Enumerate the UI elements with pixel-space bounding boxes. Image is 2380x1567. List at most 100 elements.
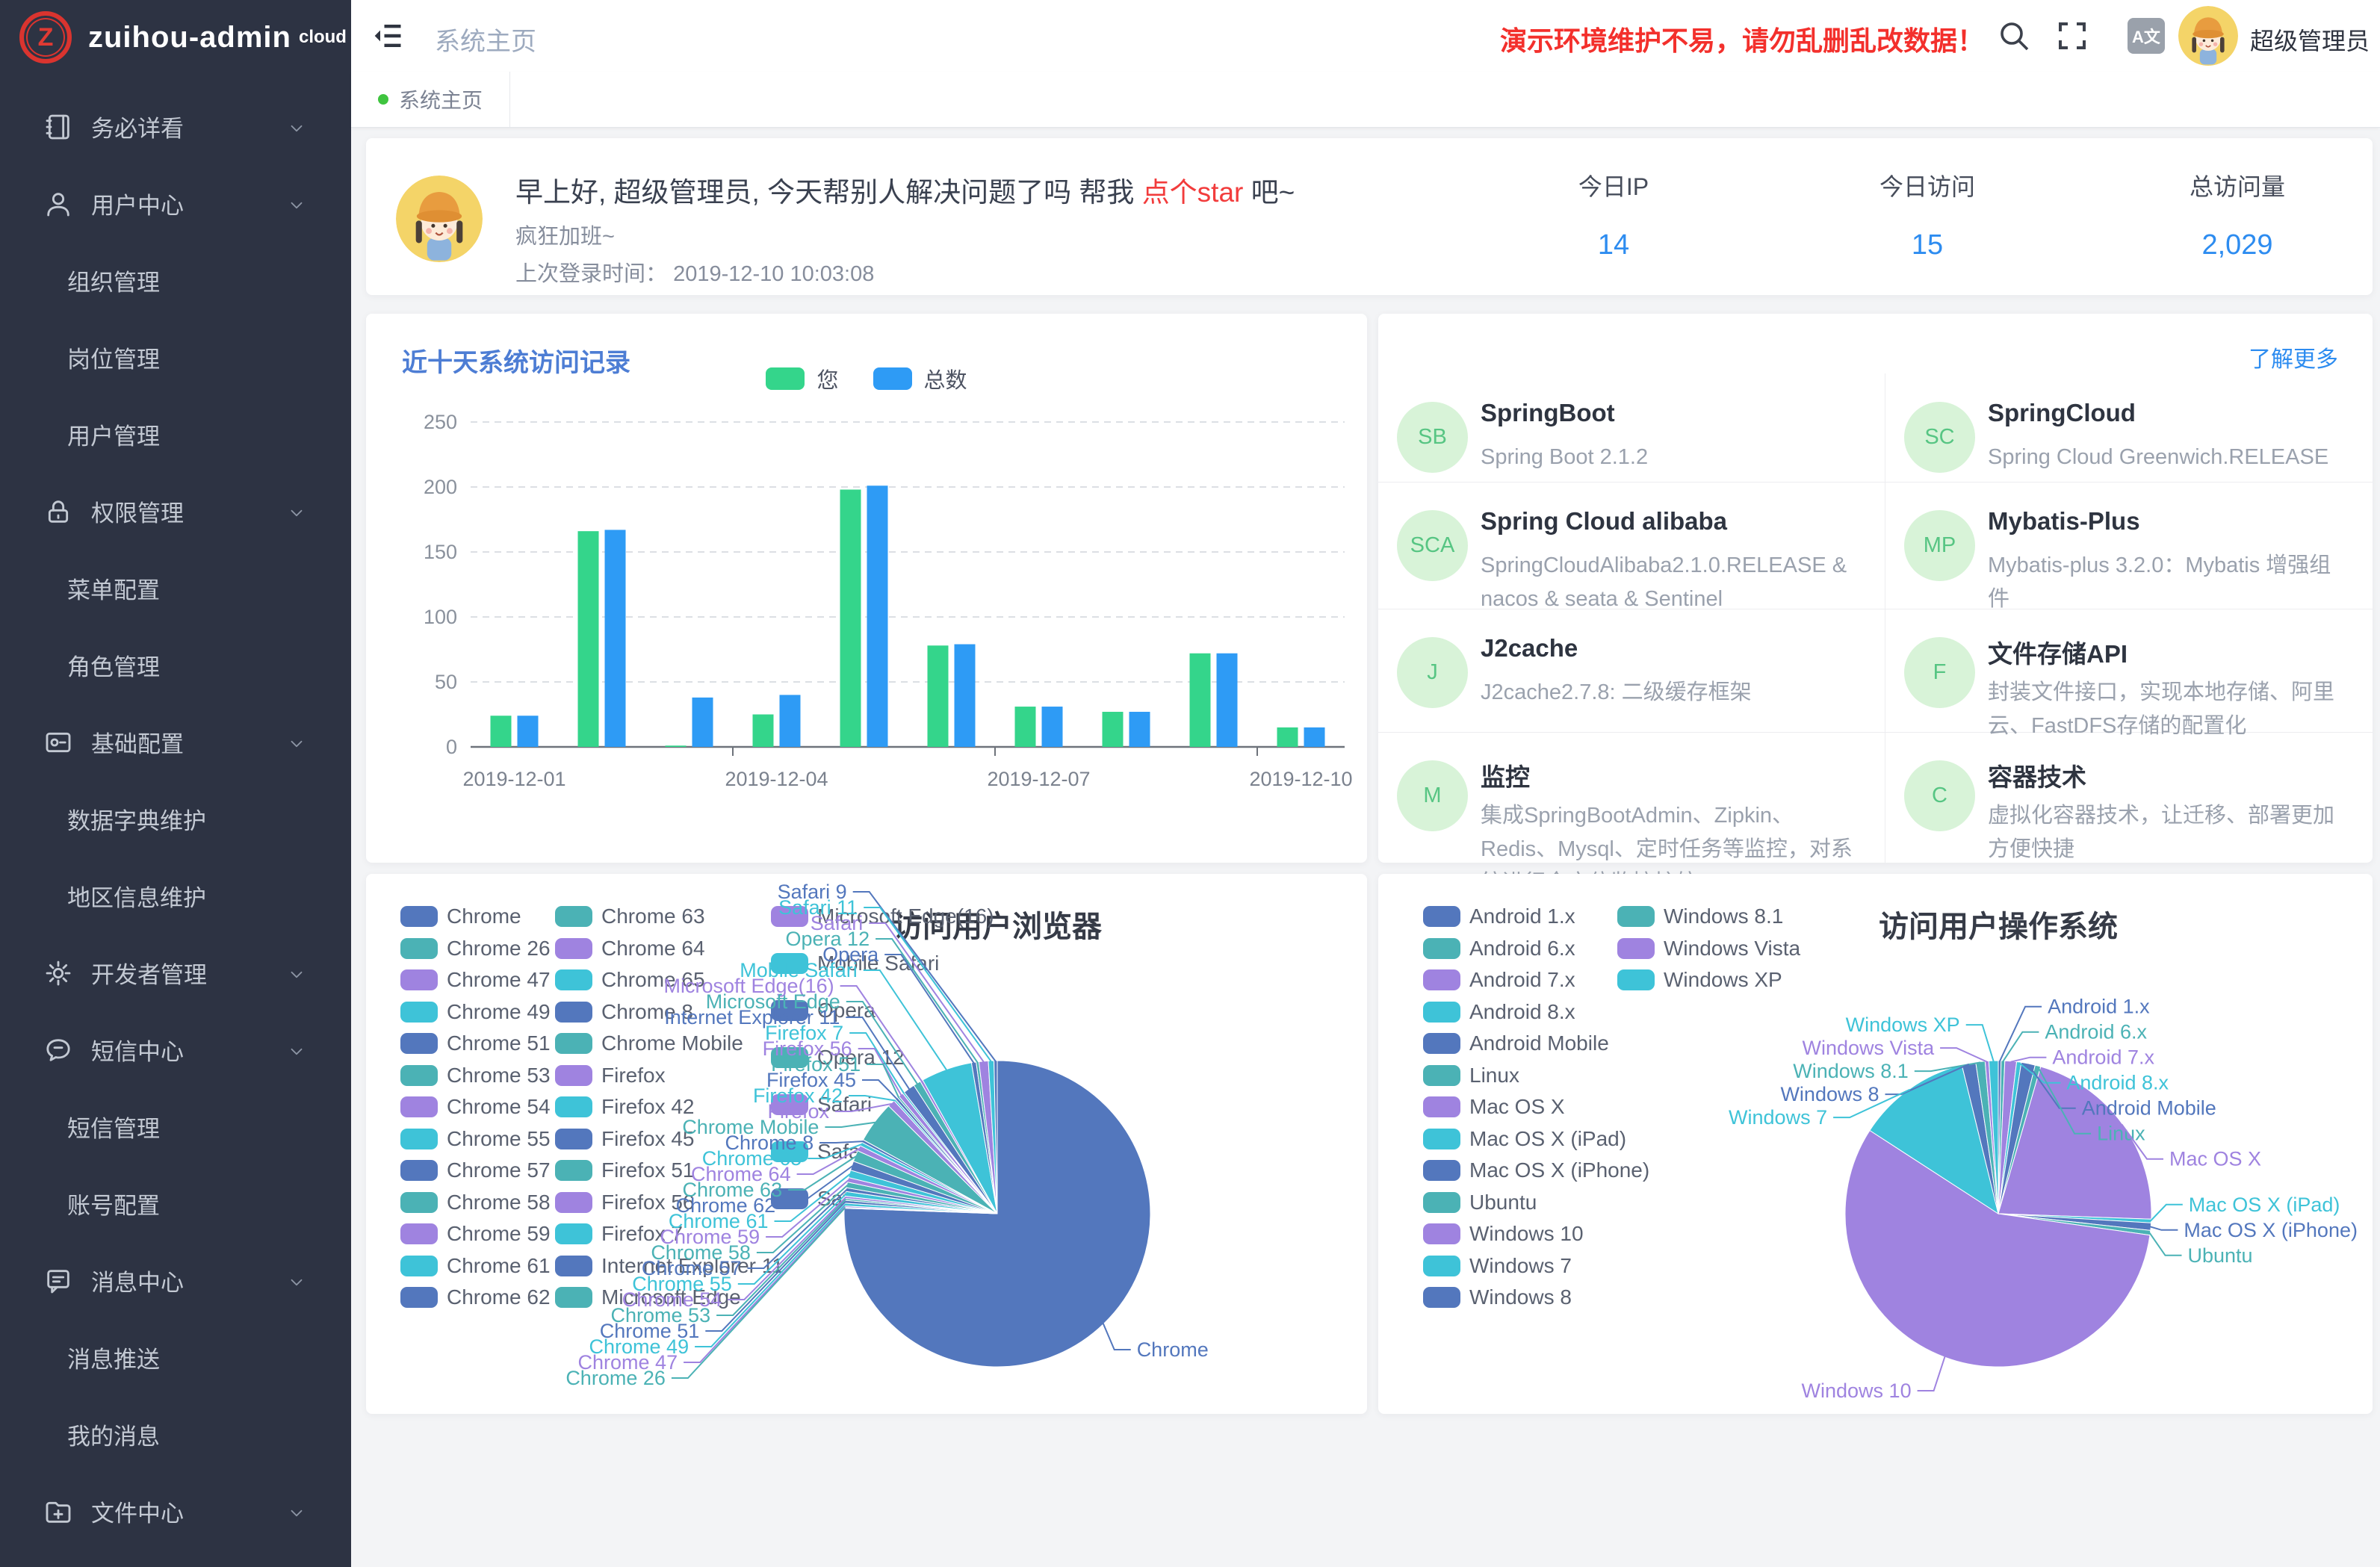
bar-2019-12-09-总数 xyxy=(1217,654,1238,747)
访问用户浏览器-chart: Safari 9Safari 11SafariOpera 12OperaMobi… xyxy=(366,874,1367,1414)
sidebar-item-3[interactable]: 岗位管理 xyxy=(0,319,351,396)
sidebar-item-label: 开发者管理 xyxy=(91,956,207,990)
sidebar-item-label: 我的消息 xyxy=(67,1418,160,1451)
star-link[interactable]: 点个star xyxy=(1142,177,1244,208)
sidebar-item-label: 角色管理 xyxy=(67,648,160,682)
tech-desc: J2cache2.7.8: 二级缓存框架 xyxy=(1481,676,1858,710)
pie-label-Windows XP: Windows XP xyxy=(1846,1014,1960,1036)
demo-warning-text: 演示环境维护不易，请勿乱删乱改数据！ xyxy=(1500,19,1984,58)
stat-label: 今日IP xyxy=(1502,168,1726,202)
sidebar-item-1[interactable]: 用户中心 xyxy=(0,165,351,242)
pie-label-Windows 8.1: Windows 8.1 xyxy=(1793,1060,1909,1082)
search-icon[interactable] xyxy=(1996,18,2032,54)
tech-desc: Mybatis-plus 3.2.0：Mybatis 增强组件 xyxy=(1988,549,2343,616)
logo[interactable]: Z zuihou-admin cloud xyxy=(0,0,351,75)
label-line-Firefox 42 xyxy=(849,1096,895,1101)
language-icon[interactable]: A文 xyxy=(2128,18,2165,54)
label-line-Safari 11 xyxy=(864,907,991,1061)
访问用户操作系统-chart: Windows XPWindows VistaWindows 8.1Window… xyxy=(1378,874,2373,1414)
bar-2019-12-02-您 xyxy=(578,531,599,747)
current-user-name[interactable]: 超级管理员 xyxy=(2250,22,2370,57)
bar-2019-12-07-您 xyxy=(1015,707,1036,747)
avatar[interactable] xyxy=(2178,6,2238,66)
tech-title: SpringBoot xyxy=(1481,399,1615,427)
sidebar-item-10[interactable]: 地区信息维护 xyxy=(0,857,351,934)
svg-text:100: 100 xyxy=(424,606,457,628)
bar-2019-12-02-总数 xyxy=(605,530,626,747)
sidebar-item-label: 短信中心 xyxy=(91,1033,184,1067)
tech-badge: SCA xyxy=(1397,510,1468,581)
fullscreen-icon[interactable] xyxy=(2054,18,2090,54)
bar-2019-12-05-您 xyxy=(840,489,861,747)
svg-text:250: 250 xyxy=(424,411,457,433)
sidebar-item-5[interactable]: 权限管理 xyxy=(0,473,351,550)
sidebar-item-16[interactable]: 消息推送 xyxy=(0,1319,351,1396)
sidebar-item-12[interactable]: 短信中心 xyxy=(0,1011,351,1088)
sidebar-item-11[interactable]: 开发者管理 xyxy=(0,934,351,1011)
bar-2019-12-10-您 xyxy=(1277,727,1298,747)
stat-value: 2,029 xyxy=(2125,229,2349,261)
pie-label-Ubuntu: Ubuntu xyxy=(2188,1244,2253,1267)
tech-desc: Spring Boot 2.1.2 xyxy=(1481,441,1858,474)
legend-item-您[interactable]: 您 xyxy=(766,363,838,394)
chevron-down-icon xyxy=(287,1273,306,1292)
bar-2019-12-10-总数 xyxy=(1304,727,1325,747)
tab-system-home[interactable]: 系统主页 xyxy=(351,72,510,127)
sidebar-item-18[interactable]: 文件中心 xyxy=(0,1473,351,1550)
stat-today-visits: 今日访问 15 xyxy=(1815,168,2039,261)
visits-bar-chart-card: 近十天系统访问记录 您总数 0501001502002502019-12-012… xyxy=(366,314,1367,863)
label-line-Chrome Mobile xyxy=(825,1123,875,1127)
sidebar-item-13[interactable]: 短信管理 xyxy=(0,1088,351,1165)
tech-desc: 封装文件接口，实现本地存储、阿里云、FastDFS存储的配置化 xyxy=(1988,676,2343,743)
sidebar-collapse-icon[interactable] xyxy=(372,19,405,52)
sidebar-item-label: 短信管理 xyxy=(67,1110,160,1144)
pie-label-Chrome 26: Chrome 26 xyxy=(565,1367,666,1389)
tech-desc: 虚拟化容器技术，让迁移、部署更加方便快捷 xyxy=(1988,799,2343,866)
tech-title: Spring Cloud alibaba xyxy=(1481,507,1727,536)
sidebar-item-4[interactable]: 用户管理 xyxy=(0,396,351,473)
pie-label-Windows 7: Windows 7 xyxy=(1729,1106,1827,1129)
learn-more-link[interactable]: 了解更多 xyxy=(2249,341,2338,373)
sidebar-item-6[interactable]: 菜单配置 xyxy=(0,550,351,627)
label-line-Windows XP xyxy=(1966,1025,1994,1061)
svg-text:2019-12-10: 2019-12-10 xyxy=(1249,768,1352,790)
tech-title: 容器技术 xyxy=(1988,757,2086,793)
avatar-illustration xyxy=(2178,6,2238,66)
pie-label-Windows 8: Windows 8 xyxy=(1780,1083,1879,1105)
gear-icon xyxy=(43,958,73,988)
svg-text:2019-12-04: 2019-12-04 xyxy=(725,768,828,790)
label-line-Mac OS X (iPad) xyxy=(2151,1205,2183,1221)
pie-label-Windows 10: Windows 10 xyxy=(1802,1380,1912,1402)
breadcrumb[interactable]: 系统主页 xyxy=(435,21,536,58)
bar-2019-12-04-总数 xyxy=(780,695,801,747)
sidebar-item-label: 用户中心 xyxy=(91,187,184,220)
sidebar-item-7[interactable]: 角色管理 xyxy=(0,627,351,704)
sidebar-item-15[interactable]: 消息中心 xyxy=(0,1242,351,1319)
sidebar-item-label: 文件中心 xyxy=(91,1495,184,1528)
tech-badge: J xyxy=(1397,637,1468,708)
logo-text: zuihou-admin xyxy=(88,21,291,55)
legend-item-总数[interactable]: 总数 xyxy=(873,363,967,394)
sidebar-item-17[interactable]: 我的消息 xyxy=(0,1396,351,1473)
sidebar-item-9[interactable]: 数据字典维护 xyxy=(0,781,351,857)
sidebar-menu: 务必详看用户中心组织管理岗位管理用户管理权限管理菜单配置角色管理基础配置数据字典… xyxy=(0,88,351,1550)
pie-label-Mac OS X (iPhone): Mac OS X (iPhone) xyxy=(2184,1219,2358,1241)
pie-label-Chrome: Chrome xyxy=(1137,1338,1209,1361)
sidebar-item-8[interactable]: 基础配置 xyxy=(0,704,351,781)
svg-text:50: 50 xyxy=(435,671,457,693)
tab-active-dot-icon xyxy=(378,94,388,105)
bar-2019-12-03-您 xyxy=(666,745,687,747)
sidebar-item-0[interactable]: 务必详看 xyxy=(0,88,351,165)
lock-icon xyxy=(43,497,73,527)
pie-label-Android 1.x: Android 1.x xyxy=(2048,996,2150,1018)
bar-2019-12-08-总数 xyxy=(1129,712,1150,747)
pie-label-Android 8.x: Android 8.x xyxy=(2066,1072,2169,1094)
bar-2019-12-06-您 xyxy=(928,645,949,747)
greeting-suffix: 吧~ xyxy=(1243,177,1295,208)
tech-title: 监控 xyxy=(1481,757,1530,793)
bar-2019-12-09-您 xyxy=(1190,654,1211,747)
sidebar-item-14[interactable]: 账号配置 xyxy=(0,1165,351,1242)
sidebar-item-2[interactable]: 组织管理 xyxy=(0,242,351,319)
chevron-down-icon xyxy=(287,1504,306,1523)
bar-2019-12-06-总数 xyxy=(955,645,976,747)
